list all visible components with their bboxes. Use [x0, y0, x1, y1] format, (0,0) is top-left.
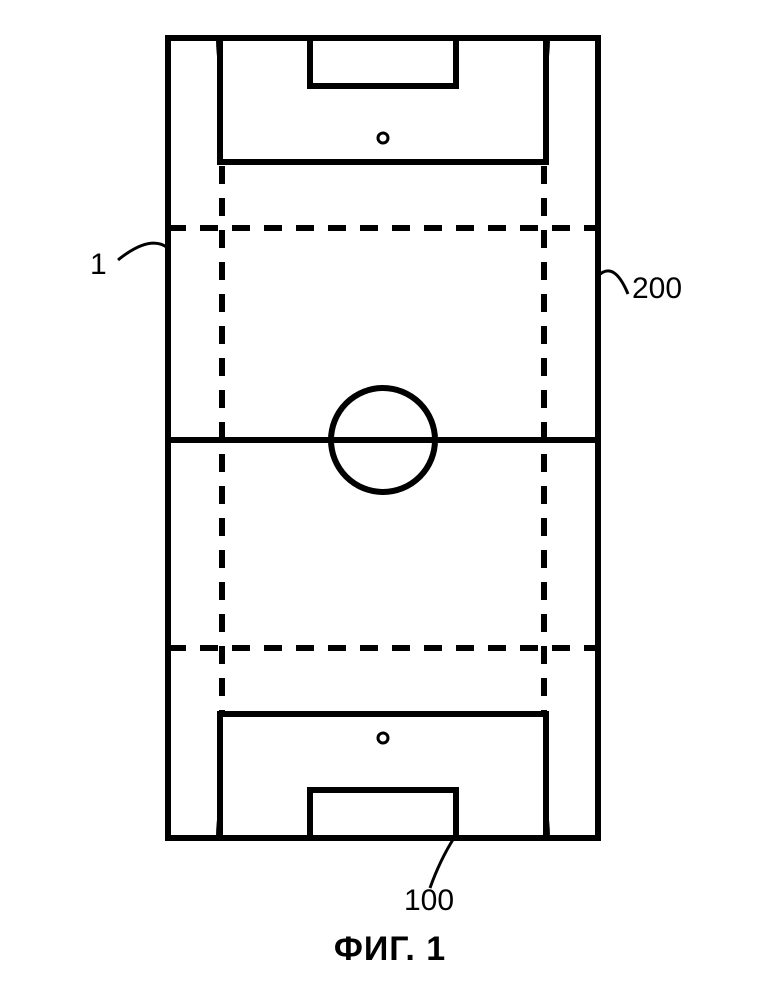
callout-label-200: 200 — [632, 272, 682, 306]
field-diagram — [0, 0, 780, 989]
callout-leader-200 — [598, 271, 628, 294]
callout-leader-1 — [118, 243, 168, 260]
top-goal-box — [310, 38, 456, 86]
figure-canvas: ФИГ. 1 1 200 100 — [0, 0, 780, 989]
bottom-goal-box — [310, 790, 456, 838]
callout-label-100: 100 — [404, 884, 454, 918]
figure-caption: ФИГ. 1 — [0, 930, 780, 969]
callout-leader-100 — [430, 838, 454, 888]
callout-label-1: 1 — [90, 248, 107, 282]
